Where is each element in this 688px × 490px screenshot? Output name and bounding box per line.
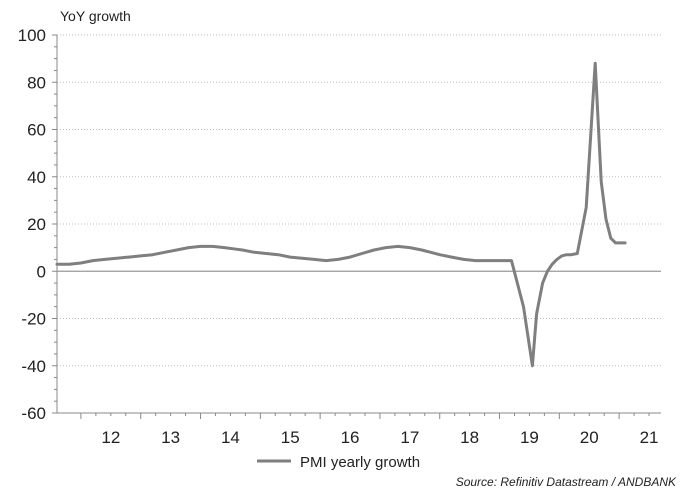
legend-label: PMI yearly growth <box>300 454 420 471</box>
y-tick-label: 0 <box>37 262 46 281</box>
x-tick-label: 17 <box>400 428 419 447</box>
y-tick-label: 80 <box>27 73 46 92</box>
y-tick-label: -60 <box>21 404 46 423</box>
y-axis-units-label: YoY growth <box>60 8 131 24</box>
x-tick-label: 18 <box>460 428 479 447</box>
y-tick-label: -20 <box>21 310 46 329</box>
y-tick-label: 40 <box>27 168 46 187</box>
y-tick-label: -40 <box>21 357 46 376</box>
y-tick-label: 60 <box>27 121 46 140</box>
x-tick-label: 13 <box>161 428 180 447</box>
x-tick-label: 21 <box>640 428 659 447</box>
x-tick-label: 14 <box>221 428 240 447</box>
legend: PMI yearly growth <box>257 454 420 471</box>
x-tick-label: 20 <box>580 428 599 447</box>
source-note: Source: Refinitiv Datastream / ANDBANK <box>456 475 677 489</box>
y-tick-label: 20 <box>27 215 46 234</box>
axis-layer <box>52 34 661 419</box>
x-tick-label: 19 <box>520 428 539 447</box>
grid-layer <box>57 34 661 414</box>
series-layer <box>55 61 627 368</box>
x-tick-label: 15 <box>281 428 300 447</box>
x-tick-label: 12 <box>101 428 120 447</box>
series-line-pmi-yearly-growth <box>55 61 627 368</box>
y-tick-label: 100 <box>18 26 46 45</box>
label-layer: 100 80 60 40 20 0 -20 -40 -60 12 13 14 15 16 17 18 19 20 2… <box>18 26 659 447</box>
x-tick-label: 16 <box>341 428 360 447</box>
